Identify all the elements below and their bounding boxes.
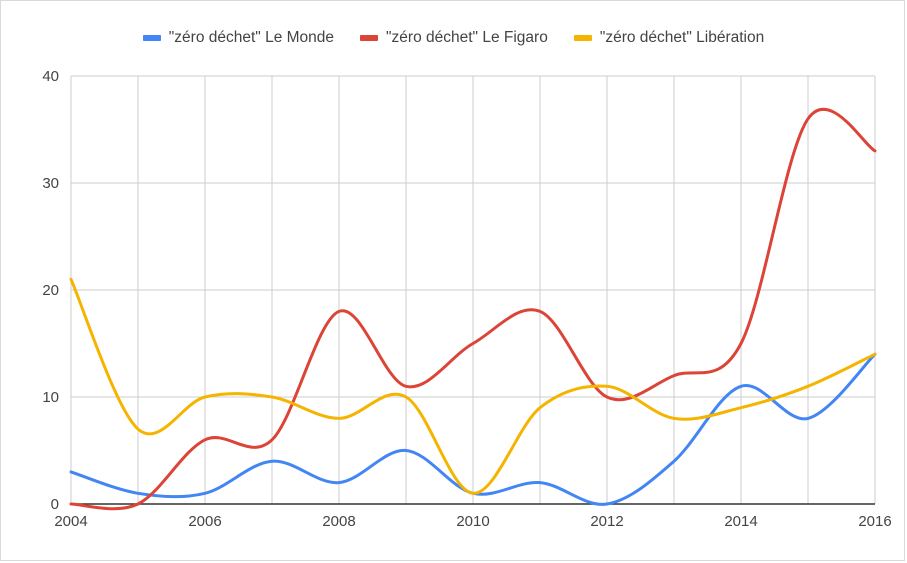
y-tick-label: 30 bbox=[42, 175, 59, 192]
x-tick-label: 2006 bbox=[188, 513, 221, 530]
legend-label-le-monde: "zéro déchet" Le Monde bbox=[168, 29, 335, 46]
legend-swatch-liberation bbox=[573, 35, 592, 41]
chart-legend: "zéro déchet" Le Monde "zéro déchet" Le … bbox=[0, 28, 907, 48]
x-tick-label: 2004 bbox=[54, 513, 87, 530]
y-tick-label: 10 bbox=[42, 389, 59, 406]
legend-item-le-figaro[interactable]: "zéro déchet" Le Figaro bbox=[360, 29, 548, 47]
y-tick-label: 0 bbox=[51, 496, 59, 513]
series-line-2 bbox=[69, 277, 877, 495]
y-tick-label: 40 bbox=[42, 68, 59, 85]
x-tick-label: 2008 bbox=[322, 513, 355, 530]
legend-label-le-figaro: "zéro déchet" Le Figaro bbox=[386, 29, 548, 46]
legend-item-liberation[interactable]: "zéro déchet" Libération bbox=[573, 29, 765, 47]
x-tick-label: 2014 bbox=[724, 513, 757, 530]
y-tick-label: 20 bbox=[42, 282, 59, 299]
x-tick-label: 2010 bbox=[456, 513, 489, 530]
x-tick-label: 2016 bbox=[858, 513, 891, 530]
legend-swatch-le-figaro bbox=[360, 35, 379, 41]
legend-swatch-le-monde bbox=[142, 35, 161, 41]
series-line-1 bbox=[69, 107, 877, 511]
legend-item-le-monde[interactable]: "zéro déchet" Le Monde bbox=[142, 29, 335, 47]
legend-label-liberation: "zéro déchet" Libération bbox=[599, 29, 765, 46]
x-tick-label: 2012 bbox=[590, 513, 623, 530]
